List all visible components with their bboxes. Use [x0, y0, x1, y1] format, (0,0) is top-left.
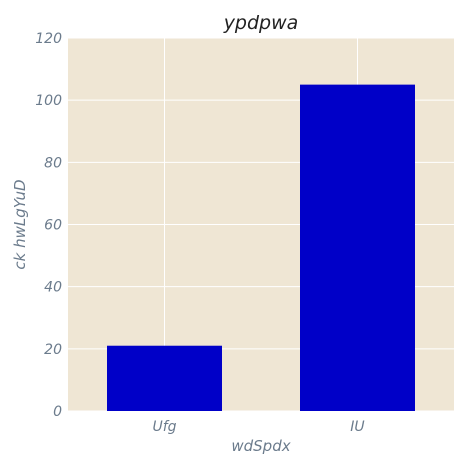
x-tick-label: Ufg — [152, 419, 176, 435]
y-tick-label: 100 — [35, 93, 62, 109]
x-axis-label: wdSpdx — [231, 437, 290, 455]
y-tick-label: 120 — [35, 31, 62, 47]
x-tick-label: IU — [350, 419, 364, 435]
y-axis-ticks: 0 20 40 60 80 100 120 — [35, 31, 62, 420]
chart-title: ypdpwa — [223, 12, 299, 34]
y-tick-label: 60 — [44, 218, 62, 234]
y-tick-label: 0 — [53, 404, 62, 420]
y-tick-label: 20 — [44, 342, 62, 358]
y-tick-label: 80 — [44, 155, 62, 171]
x-axis-ticks: Ufg IU — [152, 419, 364, 435]
y-axis-label: ck hwLgYuD — [11, 179, 29, 269]
bar-iu — [300, 84, 415, 411]
bar-ufg — [107, 345, 222, 411]
bars — [107, 84, 415, 411]
y-tick-label: 40 — [44, 280, 62, 296]
